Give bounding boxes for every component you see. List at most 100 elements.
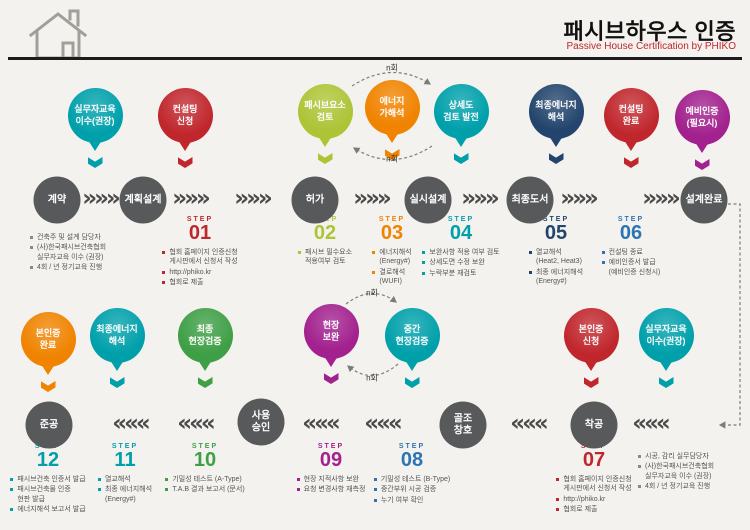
step-number: 03 (380, 222, 404, 244)
step-detail: 상세도면 수정 보완 (422, 258, 499, 267)
step-12: STEP 12 패시브건축 인증서 발급 패시브건축물 인증 현판 발급 에너지… (0, 443, 97, 516)
balloon-tail (198, 360, 212, 371)
step-number: 11 (114, 449, 136, 471)
balloon-practitioner-training: 실무자교육 이수(권장) (62, 88, 128, 168)
balloon-bubble: 최종에너지 해석 (89, 308, 145, 363)
step-detail: http://phiko.kr (162, 268, 237, 277)
step-detail: 패시브 필수요소 적용여부 검토 (297, 248, 352, 267)
balloon-tail (110, 360, 124, 371)
balloon-tail (695, 142, 709, 153)
balloon-tail (549, 136, 563, 147)
balloon-tail (41, 364, 55, 375)
balloon-passive-elements-review: 패시브요소 검토 (292, 84, 358, 164)
step-label: STEP (542, 216, 570, 223)
step-number: 04 (449, 222, 473, 244)
step-05: STEP 05 열교해석 (Heat2, Heat3) 최종 에너지해석 (En… (507, 216, 605, 288)
step-label: STEP (617, 216, 645, 223)
step-detail: 누기 여부 확인 (373, 496, 450, 505)
balloon-intermediate-site-verification: 중간 현장검증 (379, 308, 445, 388)
phase-node-occupancy-approval: 사용 승인 (237, 398, 285, 446)
down-chevron-icon (404, 377, 420, 388)
balloon-final-energy-analysis: 최종에너지 해석 (523, 84, 589, 164)
cycle-count-label: n회 (386, 154, 398, 164)
step-10: STEP 10 기밀성 테스트 (A-Type) T.A.B 결과 보고서 (문… (156, 443, 254, 496)
step-07: STEP 07 협회 홈페이지 인증신청 게시판에서 신청서 작성 http:/… (545, 443, 643, 516)
flow-arrow-right-icon (234, 185, 270, 211)
page-subtitle: Passive House Certification by PHIKO (566, 41, 736, 52)
flow-arrow-right-icon (82, 185, 118, 211)
step-label: STEP (447, 216, 475, 223)
flow-arrow-left-icon (177, 410, 213, 436)
balloon-bubble: 최종 현장검증 (177, 308, 233, 363)
step-detail: 협회 홈페이지 인증신청 게시판에서 신청서 작성 (162, 248, 238, 267)
step-detail: 기밀성 테스트 (B-Type) (373, 475, 450, 484)
balloon-tail (584, 360, 598, 371)
balloon-bubble: 중간 현장검증 (384, 308, 440, 363)
page-title: 패시브하우스 인증 (563, 19, 736, 44)
balloon-practitioner-training-bottom: 실무자교육 이수(권장) (633, 308, 699, 388)
step-detail: 현장 지적사항 보완 (296, 475, 366, 484)
note-line: 시공, 감리 실무담당자 (638, 452, 746, 461)
down-chevron-icon (317, 153, 333, 164)
balloon-tail (88, 140, 102, 151)
balloon-detail-drawing-review: 상세도 검토 발전 (428, 84, 494, 164)
balloon-consulting-request: 컨설팅 신청 (152, 88, 218, 168)
balloon-main-certification-complete: 본인증 완료 (15, 312, 81, 392)
step-detail: 컨설팅 종료 (601, 248, 661, 257)
down-chevron-icon (583, 377, 599, 388)
cycle-count-label: n회 (366, 373, 378, 383)
balloon-preliminary-certification: 예비인증 (필요시) (669, 90, 735, 170)
balloon-bubble: 상세도 검토 발전 (433, 84, 489, 139)
flow-arrow-right-icon (461, 185, 497, 211)
flow-arrow-left-icon (364, 410, 400, 436)
step-detail: T.A.B 결과 보고서 (문서) (165, 485, 245, 494)
step-detail: 협회로 제출 (556, 505, 631, 514)
balloon-tail (659, 360, 673, 371)
step-detail: 협회로 제출 (162, 278, 237, 287)
down-chevron-icon (109, 377, 125, 388)
down-chevron-icon (177, 157, 193, 168)
header-divider (8, 57, 742, 60)
balloon-final-site-verification: 최종 현장검증 (172, 308, 238, 388)
balloon-final-energy-analysis-bottom: 최종에너지 해석 (84, 308, 150, 388)
balloon-tail (178, 140, 192, 151)
balloon-bubble: 본인증 완료 (20, 312, 76, 367)
down-chevron-icon (658, 377, 674, 388)
flow-arrow-right-icon (560, 185, 596, 211)
phase-node-completion: 준공 (25, 401, 73, 449)
step-11: STEP 11 열교해석 최종 에너지해석 (Energy#) (76, 443, 174, 506)
flow-arrow-right-icon (353, 185, 389, 211)
step-detail: 누락부분 재검토 (422, 269, 499, 278)
step-number: 07 (582, 449, 606, 471)
step-detail: 최종 에너지해석 (Energy#) (528, 268, 583, 287)
balloon-tail (324, 356, 338, 367)
step-number: 08 (400, 449, 424, 471)
phase-node-design-complete: 설계완료 (680, 176, 728, 224)
step-label: STEP (317, 443, 345, 450)
down-chevron-icon (623, 157, 639, 168)
down-chevron-icon (548, 153, 564, 164)
house-logo-icon (28, 9, 88, 60)
down-chevron-icon (453, 153, 469, 164)
step-detail: 요청 변경사항 재측정 (296, 485, 365, 494)
step-detail: 열교해석 (Heat2, Heat3) (528, 248, 583, 267)
step-09: STEP 09 현장 지적사항 보완 요청 변경사항 재측정 (282, 443, 380, 496)
balloon-bubble: 본인증 신청 (563, 308, 619, 363)
step-label: STEP (111, 443, 139, 450)
step-label: STEP (398, 443, 426, 450)
step-label: STEP (186, 216, 214, 223)
step-08: STEP 08 기밀성 테스트 (B-Type) 중간부위 시공 검증 누기 여… (363, 443, 461, 507)
flow-arrow-left-icon (632, 410, 668, 436)
balloon-bubble: 실무자교육 이수(권장) (638, 308, 694, 363)
down-chevron-icon (197, 377, 213, 388)
flow-arrow-right-icon (172, 185, 208, 211)
step-06: STEP 06 컨설팅 종료 예비인증서 발급 (예비인증 신청시) (582, 216, 680, 279)
designer-training-note: 건축주 및 설계 담당자 (사)한국패시브건축협회 실무자교육 이수 (권장) … (30, 233, 148, 274)
step-number: 02 (313, 222, 337, 244)
phase-node-construction-start: 착공 (570, 401, 618, 449)
step-label: STEP (378, 216, 406, 223)
balloon-bubble: 실무자교육 이수(권장) (67, 88, 123, 143)
balloon-energy-pre-analysis: 에너지 가해석 (359, 80, 425, 160)
balloon-bubble: 현장 보완 (303, 304, 359, 359)
